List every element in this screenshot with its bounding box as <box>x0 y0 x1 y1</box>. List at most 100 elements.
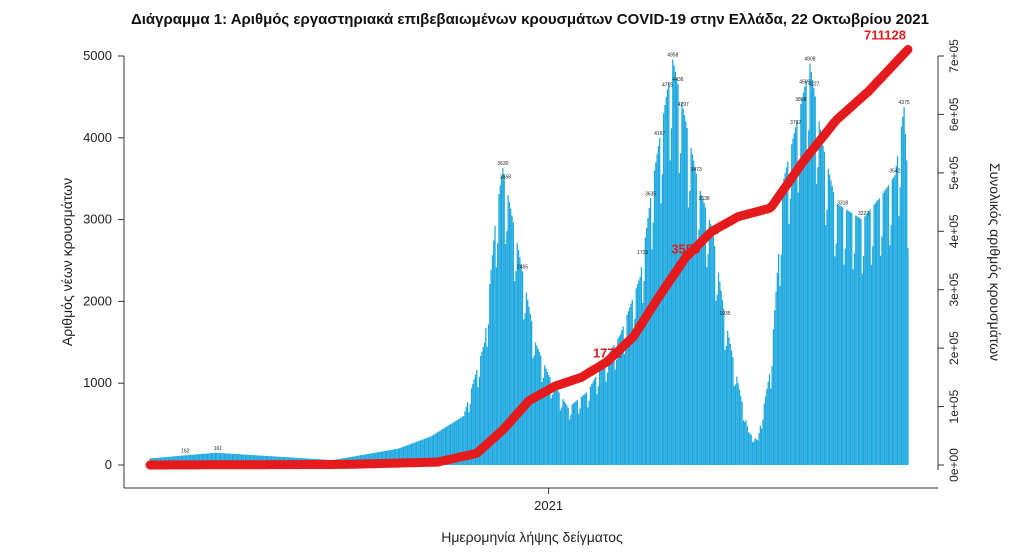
daily-bar <box>580 396 582 465</box>
daily-bar <box>683 115 686 466</box>
bar-value-label: 3223 <box>858 211 869 217</box>
daily-bar <box>442 429 444 465</box>
daily-bar <box>597 386 599 465</box>
daily-bar <box>531 321 533 465</box>
daily-bar <box>421 439 423 465</box>
daily-bar <box>512 222 514 465</box>
daily-bar <box>202 453 205 465</box>
x-tick-label: 2021 <box>534 498 563 513</box>
daily-bar <box>481 351 483 465</box>
daily-bar <box>433 434 435 465</box>
daily-bar <box>514 281 516 465</box>
daily-bar <box>524 313 526 465</box>
daily-bar <box>418 440 420 465</box>
daily-bar <box>862 256 865 465</box>
left-tick-label: 2000 <box>83 293 112 308</box>
daily-bar <box>596 394 598 465</box>
daily-bar <box>708 219 710 465</box>
daily-bar <box>643 280 645 465</box>
daily-bar <box>493 240 495 465</box>
daily-bar <box>457 419 460 465</box>
daily-bar <box>554 385 556 465</box>
daily-bar-labels: 162 161 3630 3558 2465 1733 3635 4167 4715 4958 44… <box>181 52 910 454</box>
daily-bar <box>548 375 550 465</box>
daily-bar <box>213 452 215 465</box>
daily-bar <box>605 381 607 465</box>
daily-bar <box>404 446 406 465</box>
daily-bar <box>690 147 692 465</box>
daily-bar <box>574 402 576 465</box>
daily-bar <box>651 249 653 465</box>
daily-bar <box>464 411 466 465</box>
daily-bar <box>419 440 422 465</box>
daily-bar <box>890 224 892 465</box>
daily-bar <box>618 336 620 465</box>
daily-bar <box>801 98 803 466</box>
daily-bar <box>771 366 773 465</box>
daily-bar <box>188 455 190 465</box>
daily-bar <box>469 404 471 465</box>
daily-bar <box>374 452 376 465</box>
daily-bar <box>392 449 394 465</box>
daily-bar <box>647 217 649 465</box>
daily-bar <box>480 356 482 465</box>
daily-bar <box>542 377 545 465</box>
daily-bar <box>612 347 614 465</box>
daily-bar <box>608 353 610 465</box>
daily-bar <box>819 129 822 466</box>
daily-bar <box>465 406 467 465</box>
daily-bar <box>450 424 452 465</box>
daily-bar <box>638 280 640 465</box>
daily-bar <box>528 306 530 465</box>
daily-bar <box>813 88 815 465</box>
daily-bar <box>413 442 415 465</box>
daily-bar <box>444 427 447 465</box>
daily-bar <box>494 225 496 465</box>
daily-bar <box>622 326 624 465</box>
right-tick-label: 3e+05 <box>947 273 961 307</box>
daily-bar <box>632 333 635 465</box>
daily-bar <box>706 267 708 465</box>
daily-bar <box>853 253 856 465</box>
daily-bar <box>877 199 879 465</box>
daily-bar <box>429 436 431 465</box>
daily-bar <box>644 237 646 465</box>
daily-bar <box>670 128 673 466</box>
daily-bar <box>508 202 511 465</box>
daily-bar <box>214 452 216 465</box>
daily-bar <box>581 395 584 465</box>
daily-bar <box>235 454 237 465</box>
right-tick-label: 7e+05 <box>947 39 961 73</box>
daily-bar <box>687 207 690 466</box>
daily-bar <box>751 442 754 465</box>
daily-bar <box>588 400 590 465</box>
daily-bar <box>646 227 648 465</box>
daily-bar <box>212 452 214 465</box>
daily-bar <box>416 441 418 465</box>
daily-bar <box>417 441 419 465</box>
daily-bar <box>791 144 793 465</box>
chart-title: Διάγραμμα 1: Αριθμός εργαστηριακά επιβεβ… <box>131 11 929 28</box>
daily-bar <box>385 450 388 465</box>
daily-bar <box>874 203 876 466</box>
right-tick-label: 1e+05 <box>947 389 961 423</box>
daily-bar <box>225 453 227 465</box>
daily-bar <box>222 453 224 465</box>
daily-bar <box>899 186 901 465</box>
right-tick-label: 4e+05 <box>947 214 961 248</box>
daily-bar <box>784 172 786 465</box>
daily-bar <box>435 433 437 465</box>
daily-bar <box>847 210 849 465</box>
cumulative-series-line <box>145 45 913 470</box>
daily-bar <box>738 389 741 465</box>
daily-bar <box>520 264 522 465</box>
daily-bar <box>589 386 592 465</box>
daily-bar <box>800 104 802 465</box>
daily-bar <box>440 429 443 465</box>
daily-bar <box>746 426 748 465</box>
cumulative-value-label: 3555 <box>671 241 700 256</box>
daily-bar <box>842 207 844 465</box>
daily-bar <box>627 311 629 465</box>
daily-bar <box>584 393 586 465</box>
daily-bar <box>775 291 777 465</box>
